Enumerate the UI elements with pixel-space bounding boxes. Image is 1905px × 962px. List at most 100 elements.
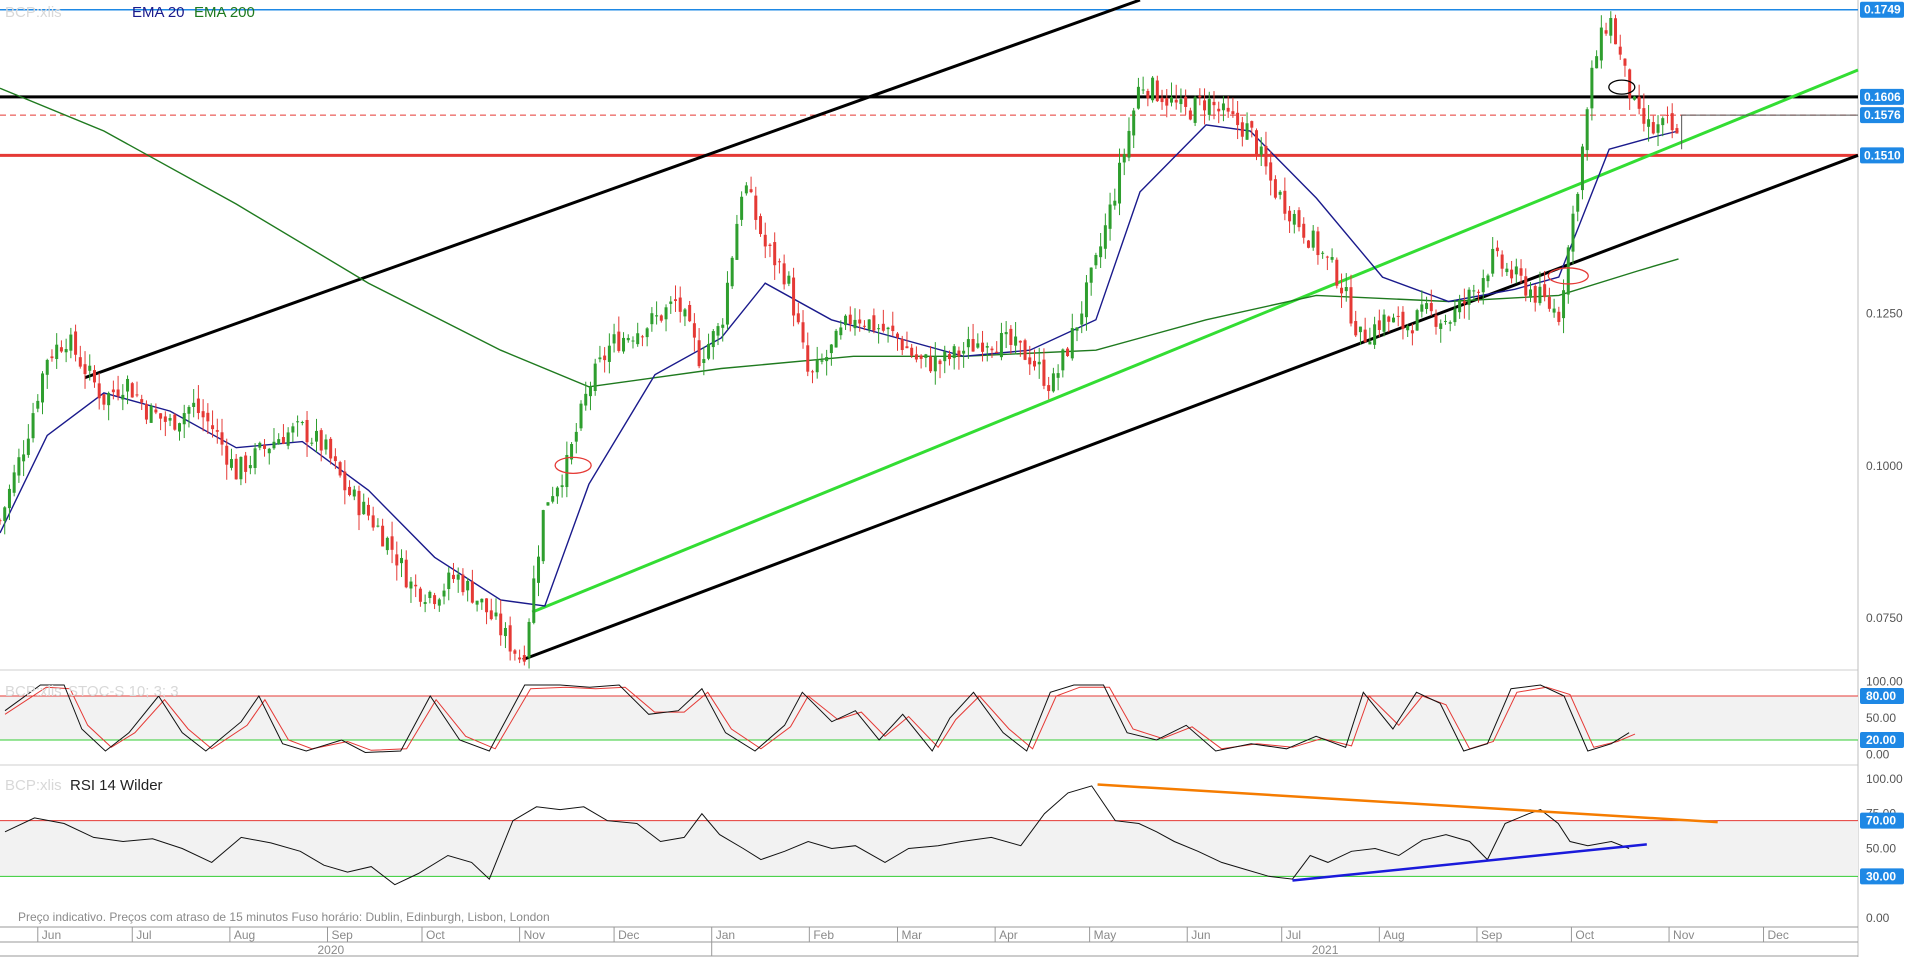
stoc-y-tick: 0.00 (1866, 748, 1890, 762)
candle-body (1236, 112, 1240, 126)
candle-body (1382, 314, 1386, 332)
candle-body (1108, 204, 1112, 229)
candle-body (1122, 154, 1126, 163)
annotation-ellipse (1608, 79, 1636, 95)
candle-body (1089, 267, 1093, 283)
candle-body (688, 304, 692, 322)
candle-body (744, 185, 748, 194)
candle-body (1410, 330, 1414, 334)
candle-body (1618, 46, 1622, 55)
month-label: Aug (1383, 928, 1404, 942)
candle-body (1443, 320, 1447, 322)
candle-body (1056, 373, 1060, 378)
annotation-ellipse (1547, 267, 1589, 285)
candle-body (182, 413, 186, 425)
stoc-y-tick: 50.00 (1866, 711, 1896, 725)
rsi-level-label-bg (1860, 812, 1904, 829)
candle-body (1226, 107, 1230, 112)
candle-body (910, 347, 914, 356)
candle-body (1255, 130, 1259, 156)
candle-body (395, 554, 399, 566)
candle-body (456, 574, 460, 580)
candle-body (537, 556, 541, 583)
price-panel[interactable] (0, 0, 1858, 670)
candle-body (305, 419, 309, 443)
candle-body (1004, 332, 1008, 335)
candle-body (376, 525, 380, 527)
candle-body (45, 359, 49, 375)
candle-body (825, 357, 829, 362)
price-label: 0.1749 (1864, 3, 1901, 17)
candle-body (584, 393, 588, 406)
candle-body (1099, 246, 1103, 258)
candle-body (1240, 122, 1244, 137)
candle-body (1269, 162, 1273, 181)
candle-body (1628, 69, 1632, 99)
candle-body (263, 445, 267, 449)
candle-body (1585, 109, 1589, 151)
candle-body (258, 442, 262, 448)
candle-body (1259, 146, 1263, 155)
month-label: Jul (1286, 928, 1301, 942)
candle-body (518, 657, 522, 660)
candle-body (881, 323, 885, 331)
candle-body (867, 319, 871, 330)
candle-body (513, 650, 517, 654)
candle-body (1557, 311, 1561, 322)
candle-body (1580, 146, 1584, 191)
candle-body (730, 257, 734, 287)
candle-body (1519, 268, 1523, 276)
candle-body (1566, 247, 1570, 295)
candle-body (126, 378, 130, 392)
candle-body (801, 322, 805, 343)
trend-line-0 (84, 0, 1141, 380)
candle-body (300, 422, 304, 424)
candle-body (352, 489, 356, 497)
candle-body (83, 364, 87, 375)
month-label: May (1094, 928, 1117, 942)
candle-body (1576, 193, 1580, 212)
candle-body (1387, 316, 1391, 322)
candle-body (475, 600, 479, 605)
candle-body (494, 612, 498, 617)
candle-body (664, 307, 668, 320)
candle-body (1458, 300, 1462, 313)
candle-body (1264, 145, 1268, 167)
stoc-d-line (4, 686, 1636, 751)
candle-body (777, 261, 781, 263)
candle-body (248, 465, 252, 469)
candle-body (1132, 110, 1136, 136)
candle-body (267, 448, 271, 454)
candle-body (1571, 213, 1575, 252)
candle-body (461, 574, 465, 593)
candle-body (820, 360, 824, 362)
candle-body (607, 345, 611, 362)
candle-body (631, 340, 635, 342)
candle-body (1014, 336, 1018, 346)
candle-body (702, 359, 706, 363)
candle-body (1552, 308, 1556, 313)
candle-body (1477, 291, 1481, 293)
candle-body (442, 590, 446, 597)
candle-body (50, 356, 54, 359)
candle-body (343, 471, 347, 491)
candle-body (140, 399, 144, 403)
candle-body (234, 458, 238, 480)
candle-body (1330, 257, 1334, 260)
candle-body (659, 315, 663, 321)
price-label-bg (1860, 147, 1904, 164)
price-label-bg (1860, 88, 1904, 105)
candle-body (1363, 329, 1367, 342)
candle-body (1273, 179, 1277, 198)
candle-body (985, 346, 989, 348)
footer-note: Preço indicativo. Preços com atraso de 1… (18, 910, 550, 924)
stoc-prefix-label: BCP:xlis (5, 683, 62, 700)
candle-body (1524, 276, 1528, 296)
candle-body (650, 313, 654, 325)
candle-body (22, 454, 26, 462)
candle-body (1018, 340, 1022, 343)
candle-body (1113, 200, 1117, 206)
candle-body (692, 323, 696, 338)
